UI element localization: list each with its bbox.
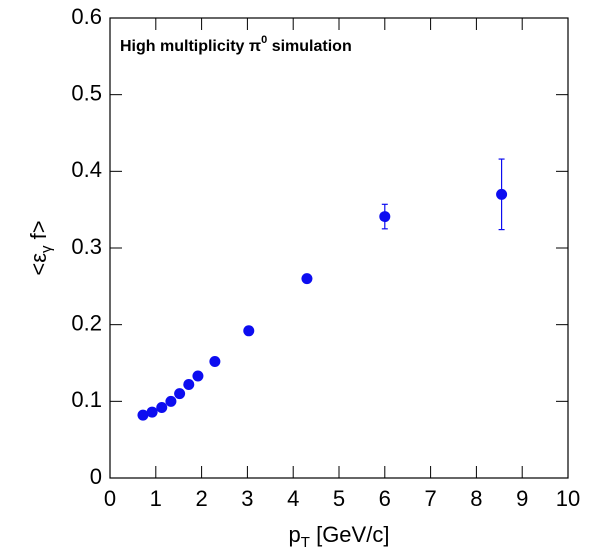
y-label-sub: γ <box>38 245 55 253</box>
x-tick-label: 1 <box>150 486 162 511</box>
y-tick-label: 0 <box>90 464 102 489</box>
x-label-text: p <box>289 522 301 547</box>
chart-title: High multiplicity π0 simulation <box>120 34 352 55</box>
x-tick-label: 6 <box>379 486 391 511</box>
data-point <box>174 388 186 400</box>
x-axis-label: pT [GeV/c] <box>289 522 390 551</box>
data-point <box>146 406 158 418</box>
x-tick-label: 5 <box>333 486 345 511</box>
title-sup: 0 <box>261 34 267 46</box>
x-tick-label: 8 <box>470 486 482 511</box>
y-tick-label: 0.1 <box>71 387 102 412</box>
data-point <box>379 211 391 223</box>
data-point <box>192 370 204 382</box>
x-label-rest: [GeV/c] <box>310 522 389 547</box>
x-label-sub: T <box>301 534 310 551</box>
data-point <box>209 355 221 367</box>
y-label-text: <ε <box>26 253 51 276</box>
data-point <box>165 395 177 407</box>
y-tick-label: 0.3 <box>71 234 102 259</box>
x-tick-label: 3 <box>241 486 253 511</box>
data-point <box>137 409 149 421</box>
x-tick-label: 4 <box>287 486 299 511</box>
data-point <box>243 325 255 337</box>
title-text: High multiplicity π <box>120 38 261 55</box>
plot-frame <box>109 17 569 479</box>
data-point <box>156 401 168 413</box>
x-tick-label: 10 <box>556 486 580 511</box>
y-tick-label: 0.5 <box>71 80 102 105</box>
x-tick-label: 0 <box>104 486 116 511</box>
x-tick-label: 2 <box>195 486 207 511</box>
data-point <box>183 378 195 390</box>
x-tick-label: 9 <box>516 486 528 511</box>
x-tick-label: 7 <box>424 486 436 511</box>
y-axis-label: <εγ f> <box>26 220 55 275</box>
title-rest: simulation <box>267 38 351 55</box>
data-point <box>301 273 313 285</box>
y-label-rest: f> <box>26 220 51 245</box>
y-tick-label: 0.2 <box>71 310 102 335</box>
y-tick-label: 0.6 <box>71 4 102 29</box>
data-point <box>496 188 508 200</box>
y-tick-label: 0.4 <box>71 157 102 182</box>
